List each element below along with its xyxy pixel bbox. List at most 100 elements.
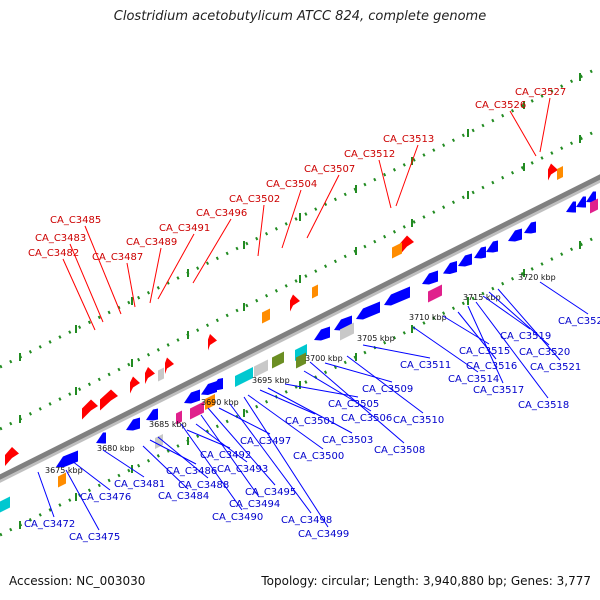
top-gene-leader-line bbox=[306, 174, 340, 239]
reverse-gene-arrow bbox=[126, 417, 140, 431]
bottom-gene-leader-line bbox=[497, 288, 561, 361]
bottom-gene-leader-line bbox=[102, 449, 145, 478]
reverse-gene-arrow bbox=[524, 221, 536, 234]
bottom-gene-label: CA_C3505 bbox=[328, 399, 379, 410]
bottom-gene-leader-line bbox=[200, 414, 260, 498]
bottom-gene-label: CA_C3490 bbox=[212, 512, 263, 523]
bottom-gene-leader-line bbox=[247, 394, 324, 450]
reverse-gene-arrow bbox=[458, 253, 472, 267]
bottom-gene-leader-line bbox=[467, 305, 504, 384]
reverse-gene-arrow bbox=[356, 301, 380, 320]
bottom-gene-leader-line bbox=[267, 387, 353, 434]
reverse-gene-arrow bbox=[184, 389, 200, 404]
bottom-gene-label: CA_C3506 bbox=[341, 413, 392, 424]
forward-gene-arrow bbox=[82, 399, 98, 420]
top-gene-leader-line bbox=[126, 262, 136, 308]
scale-tick-label: 3685 kbp bbox=[149, 420, 187, 429]
top-gene-leader-line bbox=[69, 243, 104, 323]
bottom-gene-leader-line bbox=[65, 469, 100, 531]
forward-gene-gray bbox=[158, 367, 164, 382]
bottom-gene-label: CA_C3519 bbox=[500, 331, 551, 342]
bottom-gene-label: CA_C3515 bbox=[459, 346, 510, 357]
top-gene-label: CA_C3504 bbox=[266, 179, 317, 190]
reverse-gene-arrow bbox=[211, 378, 223, 390]
reverse-gene-box bbox=[176, 410, 182, 425]
reverse-gene-arrow bbox=[443, 261, 457, 274]
reverse-gene-arrow bbox=[56, 450, 78, 468]
reverse-gene-box bbox=[590, 198, 598, 214]
top-gene-label: CA_C3491 bbox=[159, 223, 210, 234]
bottom-gene-label: CA_C3503 bbox=[322, 435, 373, 446]
scale-tick-label: 3695 kbp bbox=[252, 376, 290, 385]
top-gene-label: CA_C3489 bbox=[126, 237, 177, 248]
reverse-gene-box bbox=[0, 496, 10, 513]
top-gene-label: CA_C3496 bbox=[196, 208, 247, 219]
bottom-gene-label: CA_C3511 bbox=[400, 360, 451, 371]
top-gene-label: CA_C3513 bbox=[383, 134, 434, 145]
bottom-gene-label: CA_C3493 bbox=[217, 464, 268, 475]
top-gene-label: CA_C3512 bbox=[344, 149, 395, 160]
reverse-gene-arrow bbox=[384, 286, 410, 306]
bottom-gene-label: CA_C3476 bbox=[80, 492, 131, 503]
bottom-gene-label: CA_C3514 bbox=[448, 374, 499, 385]
genome-title: Clostridium acetobutylicum ATCC 824, com… bbox=[113, 9, 487, 24]
bottom-gene-leader-line bbox=[284, 383, 359, 398]
scale-tick-label: 3700 kbp bbox=[305, 354, 343, 363]
reverse-gene-arrow bbox=[474, 246, 486, 259]
top-gene-label: CA_C3485 bbox=[50, 215, 101, 226]
forward-gene-arrow bbox=[400, 235, 414, 255]
bottom-gene-leader-line bbox=[539, 281, 589, 315]
bottom-gene-label: CA_C3472 bbox=[24, 519, 75, 530]
bottom-gene-label: CA_C3481 bbox=[114, 479, 165, 490]
bottom-gene-leader-line bbox=[324, 362, 393, 383]
forward-gene-orange bbox=[392, 242, 402, 259]
bottom-gene-leader-line bbox=[309, 361, 405, 444]
bottom-gene-leader-line bbox=[195, 423, 248, 463]
bottom-gene-leader-line bbox=[218, 407, 271, 435]
bottom-gene-label: CA_C3484 bbox=[158, 491, 209, 502]
top-gene-leader-line bbox=[378, 159, 392, 209]
forward-gene-arrow bbox=[100, 389, 118, 411]
top-gene-leader-line bbox=[84, 225, 122, 315]
reverse-gene-arrow bbox=[486, 240, 498, 253]
bottom-gene-label: CA_C3498 bbox=[281, 515, 332, 526]
reverse-gene-box bbox=[428, 284, 442, 303]
bottom-gene-label: CA_C3495 bbox=[245, 487, 296, 498]
bottom-gene-leader-line bbox=[442, 315, 490, 345]
bottom-gene-leader-line bbox=[71, 460, 111, 491]
top-gene-leader-line bbox=[149, 247, 162, 304]
reverse-gene-box bbox=[296, 352, 306, 369]
top-gene-leader-line bbox=[281, 189, 302, 249]
bottom-gene-leader-line bbox=[207, 407, 276, 486]
bottom-gene-leader-line bbox=[457, 311, 497, 360]
reverse-gene-arrow bbox=[586, 191, 596, 203]
top-gene-leader-line bbox=[509, 110, 537, 157]
forward-gene-orange bbox=[557, 166, 563, 180]
forward-gene-arrow bbox=[208, 334, 217, 351]
top-gene-leader-line bbox=[257, 204, 265, 257]
top-gene-leader-line bbox=[157, 233, 195, 300]
bottom-gene-leader-line bbox=[482, 295, 531, 330]
bottom-gene-label: CA_C3488 bbox=[178, 480, 229, 491]
reverse-gene-arrow bbox=[576, 196, 586, 208]
bottom-gene-label: CA_C3501 bbox=[285, 416, 336, 427]
bottom-gene-leader-line bbox=[346, 355, 424, 414]
genome-summary: Topology: circular; Length: 3,940,880 bp… bbox=[261, 574, 591, 588]
reverse-gene-arrow bbox=[566, 201, 576, 213]
reverse-gene-box bbox=[155, 434, 163, 449]
genome-backbone bbox=[0, 174, 600, 480]
forward-gene-arrow bbox=[145, 367, 155, 384]
reverse-gene-arrow bbox=[201, 381, 217, 395]
forward-gene-arrow bbox=[290, 294, 300, 312]
bottom-gene-leader-line bbox=[142, 445, 189, 490]
bottom-gene-label: CA_C3497 bbox=[240, 436, 291, 447]
bottom-gene-leader-line bbox=[259, 389, 316, 415]
reverse-gene-box bbox=[58, 472, 66, 488]
dotted-track-top-inner bbox=[0, 127, 600, 431]
bottom-gene-label: CA_C3521 bbox=[530, 362, 581, 373]
bottom-gene-label: CA_C3500 bbox=[293, 451, 344, 462]
bottom-gene-leader-line bbox=[180, 423, 243, 511]
bottom-gene-label: CA_C3492 bbox=[200, 450, 251, 461]
top-gene-label: CA_C3482 bbox=[28, 248, 79, 259]
